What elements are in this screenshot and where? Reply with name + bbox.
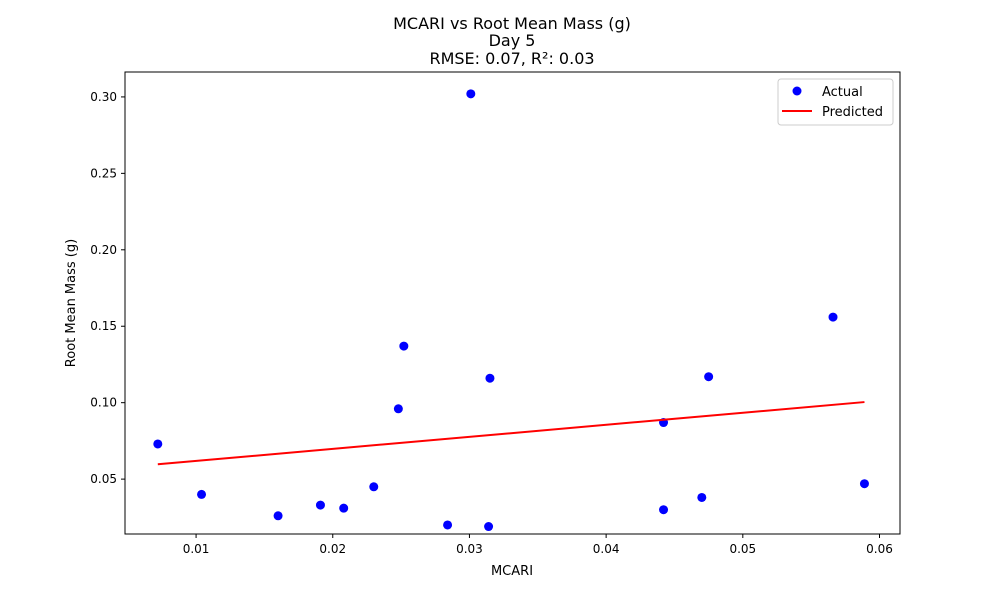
legend: Actual Predicted (777, 78, 894, 126)
chart-title-block: MCARI vs Root Mean Mass (g) Day 5 RMSE: … (393, 14, 631, 68)
x-axis-label: MCARI (491, 564, 533, 579)
data-point-actual (153, 439, 163, 449)
data-point-actual (485, 373, 495, 383)
plot-frame (124, 71, 901, 535)
data-point-actual (315, 500, 325, 510)
data-point-actual (466, 89, 476, 99)
data-point-actual (399, 341, 409, 351)
x-tick-label: 0.01 (183, 542, 210, 556)
data-point-actual (659, 505, 669, 515)
data-point-actual (197, 489, 207, 499)
data-point-actual (828, 312, 838, 322)
legend-marker-actual (792, 86, 802, 96)
x-tick-label: 0.02 (319, 542, 346, 556)
data-point-actual (443, 520, 453, 530)
data-point-actual (704, 372, 714, 382)
predicted-line (157, 401, 865, 466)
chart-metrics: RMSE: 0.07, R²: 0.03 (429, 49, 594, 68)
data-point-actual (697, 492, 707, 502)
x-axis: 0.01 0.02 0.03 0.04 0.05 0.06 (183, 534, 893, 556)
data-point-actual (484, 522, 494, 532)
y-axis: 0.05 0.10 0.15 0.20 0.25 0.30 (90, 90, 125, 486)
y-tick-label: 0.15 (90, 319, 117, 333)
data-point-actual (273, 511, 283, 521)
y-tick-label: 0.20 (90, 243, 117, 257)
legend-label-actual: Actual (822, 85, 863, 100)
data-point-actual (339, 503, 349, 513)
legend-label-predicted: Predicted (822, 105, 883, 120)
plot-area (153, 89, 869, 532)
legend-box (777, 78, 894, 126)
chart-title: MCARI vs Root Mean Mass (g) (393, 14, 631, 33)
x-tick-label: 0.05 (729, 542, 756, 556)
y-tick-label: 0.25 (90, 166, 117, 180)
y-tick-label: 0.30 (90, 90, 117, 104)
x-tick-label: 0.03 (456, 542, 483, 556)
y-axis-label: Root Mean Mass (g) (64, 239, 79, 367)
x-tick-label: 0.06 (866, 542, 893, 556)
y-tick-label: 0.05 (90, 472, 117, 486)
y-tick-label: 0.10 (90, 396, 117, 410)
x-tick-label: 0.04 (593, 542, 620, 556)
data-point-actual (859, 479, 869, 489)
chart-subtitle: Day 5 (489, 31, 536, 50)
data-point-actual (369, 482, 379, 492)
data-point-actual (393, 404, 403, 414)
